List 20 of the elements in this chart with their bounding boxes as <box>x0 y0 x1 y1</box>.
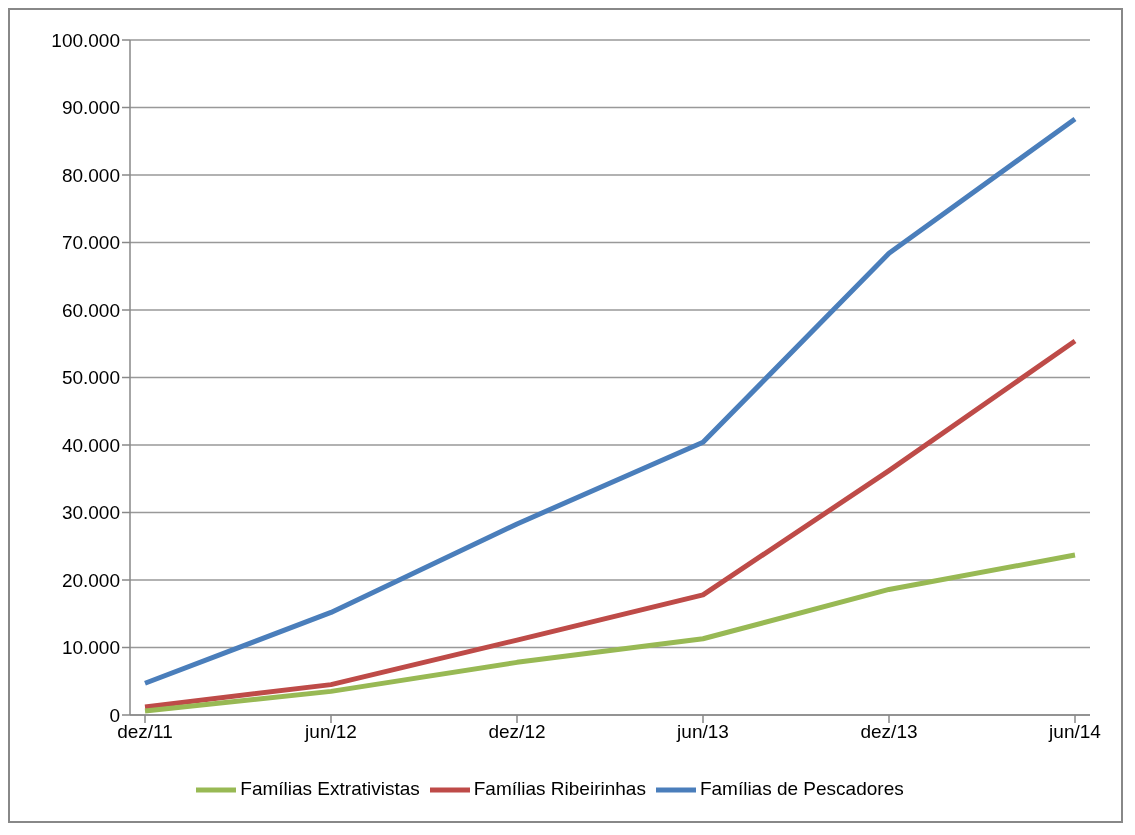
y-tick-label: 100.000 <box>51 29 120 51</box>
y-tick-label: 50.000 <box>61 367 120 389</box>
y-tick-label: 30.000 <box>61 502 120 524</box>
y-tick-label: 20.000 <box>61 569 120 591</box>
x-tick-label: jun/14 <box>1048 721 1102 743</box>
legend-label: Famílias Extrativistas <box>240 778 420 800</box>
y-tick-label: 70.000 <box>61 232 120 254</box>
x-tick-label: dez/12 <box>488 721 546 743</box>
legend-label: Famílias Ribeirinhas <box>473 778 646 800</box>
y-tick-label: 80.000 <box>61 164 120 186</box>
y-tick-label: 40.000 <box>61 434 120 456</box>
x-tick-label: jun/13 <box>676 721 729 743</box>
y-tick-label: 10.000 <box>61 637 120 659</box>
legend-label: Famílias de Pescadores <box>699 778 904 800</box>
y-tick-label: 90.000 <box>61 97 120 119</box>
y-tick-label: 60.000 <box>61 299 120 321</box>
x-tick-label: dez/11 <box>117 721 173 743</box>
y-tick-label: 0 <box>109 704 120 726</box>
x-tick-label: jun/12 <box>304 721 357 743</box>
x-tick-label: dez/13 <box>860 721 918 743</box>
